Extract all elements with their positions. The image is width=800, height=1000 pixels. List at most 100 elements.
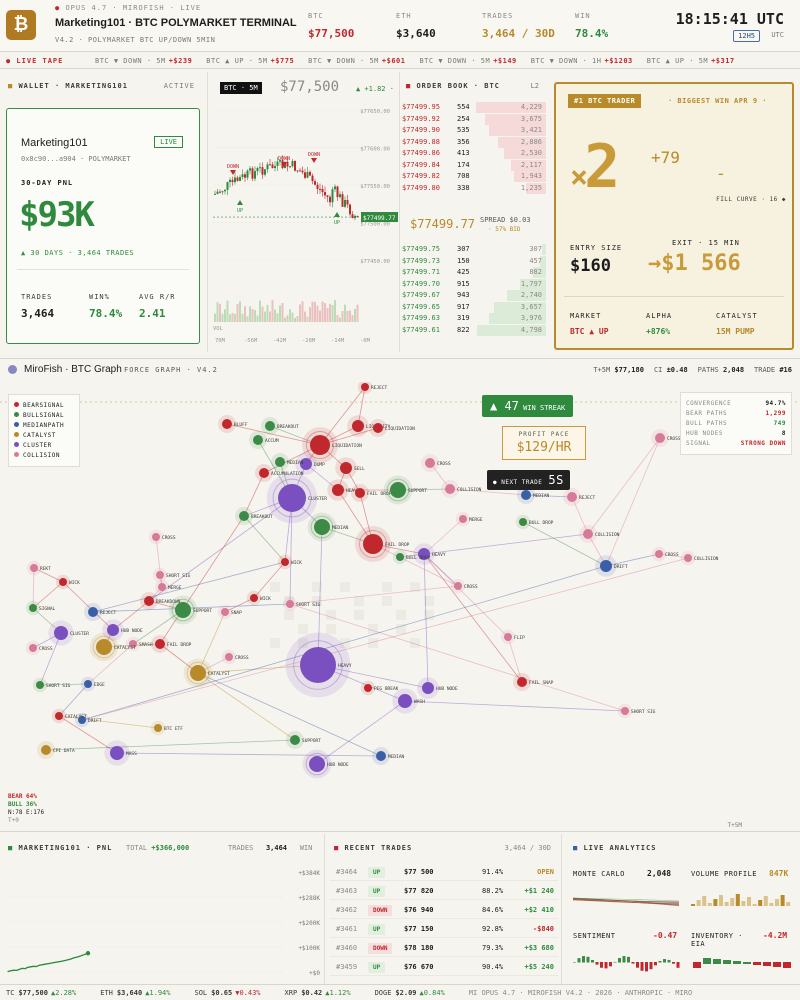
ask-row[interactable]: $77499.90 535 3,421 (402, 125, 546, 136)
graph-node[interactable]: SMASH (125, 636, 153, 652)
ask-row[interactable]: $77499.82 708 1,943 (402, 171, 546, 182)
graph-node[interactable]: COLLISION (441, 480, 482, 498)
graph-node[interactable]: FAIL DROP (151, 635, 192, 653)
bid-row[interactable]: $77499.71 425 882 (402, 267, 546, 278)
legend-item[interactable]: CLUSTER (14, 442, 74, 449)
graph-node[interactable]: EDGE (80, 676, 105, 692)
graph-node[interactable]: ACCUM (249, 431, 279, 449)
top-trader-card[interactable]: #1 BTC TRADER · BIGGEST WIN APR 9 · ×2 +… (554, 82, 794, 350)
legend-item[interactable]: BEARSIGNAL (14, 402, 74, 409)
graph-node[interactable]: FAIL DROP (355, 526, 410, 562)
sell-marker-icon[interactable] (311, 158, 317, 163)
chart-symbol-badge[interactable]: BTC · 5M (220, 82, 262, 94)
graph-node[interactable]: MEDIAN (271, 453, 304, 471)
graph-node[interactable]: CROSS (25, 640, 53, 656)
graph-node[interactable]: HEAVY (413, 543, 446, 565)
bid-row[interactable]: $77499.75 307 307 (402, 244, 546, 255)
sell-marker-icon[interactable] (281, 162, 287, 167)
graph-node[interactable]: HEAVY (327, 479, 360, 501)
graph-node[interactable]: FAIL SNAP (513, 673, 554, 691)
graph-node[interactable]: REJECT (84, 603, 117, 621)
tape-item[interactable]: BTC ▲ UP · 5M +$317 (647, 57, 735, 65)
sell-marker-icon[interactable] (230, 170, 236, 175)
legend-item[interactable]: MEDIANPATH (14, 422, 74, 429)
tape-item[interactable]: BTC ▼ DOWN · 5M +$239 (95, 57, 192, 65)
timeframe-badge[interactable]: 12H5 (733, 30, 760, 42)
bid-row[interactable]: $77499.63 319 3,976 (402, 313, 546, 324)
ask-row[interactable]: $77499.80 338 1,235 (402, 182, 546, 194)
tape-item[interactable]: BTC ▼ DOWN · 5M +$601 (308, 57, 405, 65)
graph-node[interactable]: CLUSTER (48, 620, 89, 646)
graph-node[interactable]: HEAVY (285, 632, 352, 698)
graph-node[interactable]: DRIFT (74, 712, 102, 728)
graph-node[interactable]: SHORT SIG (152, 567, 191, 583)
graph-node[interactable]: MEDIAN (372, 747, 405, 765)
graph-node[interactable]: CROSS (651, 429, 681, 447)
graph-node[interactable]: REJECT (357, 379, 388, 395)
graph-node[interactable]: HUB NODE (302, 749, 349, 779)
graph-node[interactable]: WASH (392, 688, 425, 714)
legend-item[interactable]: COLLISION (14, 452, 74, 459)
graph-node[interactable]: COLLISION (680, 550, 719, 566)
graph-node[interactable]: LIQUIDATION (369, 419, 415, 437)
graph-node[interactable]: SHORT SIG (617, 703, 656, 719)
graph-node[interactable]: BREAKOUT (235, 507, 273, 525)
graph-node[interactable]: MERGE (154, 579, 182, 595)
footer-ticker[interactable]: ETH $3,640 ▲1.94% (100, 989, 171, 997)
graph-node[interactable]: COLLISION (579, 525, 620, 543)
graph-node[interactable]: BTC ETF (150, 720, 183, 736)
bid-row[interactable]: $77499.73 150 457 (402, 255, 546, 267)
wallet-card[interactable]: Marketing101 LIVE 0x8c90...a904 · POLYMA… (6, 108, 200, 344)
graph-node[interactable]: PEG BREAK (360, 680, 399, 696)
graph-node[interactable]: CROSS (221, 649, 249, 665)
graph-node[interactable]: FAIL DROP (351, 484, 392, 502)
graph-node[interactable]: REKT (26, 560, 51, 576)
graph-node[interactable]: BLUFF (218, 415, 248, 433)
graph-node[interactable]: MEDIAN (517, 486, 550, 504)
graph-node[interactable]: CROSS (651, 546, 679, 562)
graph-node[interactable]: REJECT (563, 488, 596, 506)
graph-node[interactable]: SUPPORT (286, 731, 321, 749)
bid-row[interactable]: $77499.61 822 4,798 (402, 324, 546, 336)
graph-node[interactable]: LIQUIDATION (302, 427, 362, 463)
graph-node[interactable]: BREAKDOWN (140, 592, 181, 610)
graph-node[interactable]: DRIFT (595, 555, 628, 577)
graph-node[interactable]: CATALYST (183, 658, 230, 688)
tape-item[interactable]: BTC ▼ DOWN · 5M +$149 (419, 57, 516, 65)
footer-ticker[interactable]: TC $77,500 ▲2.28% (6, 989, 77, 997)
footer-ticker[interactable]: DOGE $2.09 ▲0.84% (374, 989, 445, 997)
graph-node[interactable]: SNAP (217, 604, 242, 620)
graph-node[interactable]: WICK (277, 554, 302, 570)
graph-node[interactable]: WICK (246, 590, 271, 606)
graph-node[interactable]: MEDIAN (307, 512, 349, 542)
graph-node[interactable]: DUMP (295, 453, 325, 475)
graph-node[interactable]: MERGE (455, 511, 483, 527)
graph-node[interactable]: HUB NODE (102, 619, 143, 641)
trade-row[interactable]: #3463 UP $77 820 88.2% +$1 240 (330, 883, 558, 900)
graph-node[interactable]: WICK (55, 574, 80, 590)
graph-node[interactable]: CROSS (148, 529, 176, 545)
bid-row[interactable]: $77499.67 943 2,740 (402, 290, 546, 301)
graph-node[interactable]: CLUSTER (266, 472, 327, 524)
graph-node[interactable]: MASS (104, 740, 137, 766)
footer-ticker[interactable]: XRP $0.42 ▲1.12% (284, 989, 351, 997)
graph-node[interactable]: BULL DROP (515, 514, 554, 530)
wallet-address[interactable]: 0x8c90...a904 · POLYMARKET (21, 155, 131, 163)
graph-node[interactable]: SHORT SIG (282, 596, 321, 612)
buy-marker-icon[interactable] (334, 212, 340, 217)
ask-row[interactable]: $77499.88 356 2,886 (402, 136, 546, 148)
graph-node[interactable]: CATALYST (51, 708, 87, 724)
tape-item[interactable]: BTC ▼ DOWN · 1H +$1203 (531, 57, 633, 65)
graph-node[interactable]: BREAKOUT (261, 417, 299, 435)
graph-node[interactable]: FLIP (500, 629, 525, 645)
ask-row[interactable]: $77499.95 554 4,229 (402, 102, 546, 113)
graph-node[interactable]: SUPPORT (168, 595, 213, 625)
graph-node[interactable]: CROSS (450, 578, 478, 594)
graph-node[interactable]: CPI DATA (37, 741, 75, 759)
ask-row[interactable]: $77499.84 174 2,117 (402, 159, 546, 171)
graph-node[interactable]: CATALYST (89, 632, 136, 662)
graph-node[interactable]: HUB NODE (417, 677, 458, 699)
trade-row[interactable]: #3462 DOWN $76 940 84.6% +$2 410 (330, 902, 558, 919)
tape-item[interactable]: BTC ▲ UP · 5M +$775 (206, 57, 294, 65)
bid-row[interactable]: $77499.65 917 3,657 (402, 301, 546, 313)
